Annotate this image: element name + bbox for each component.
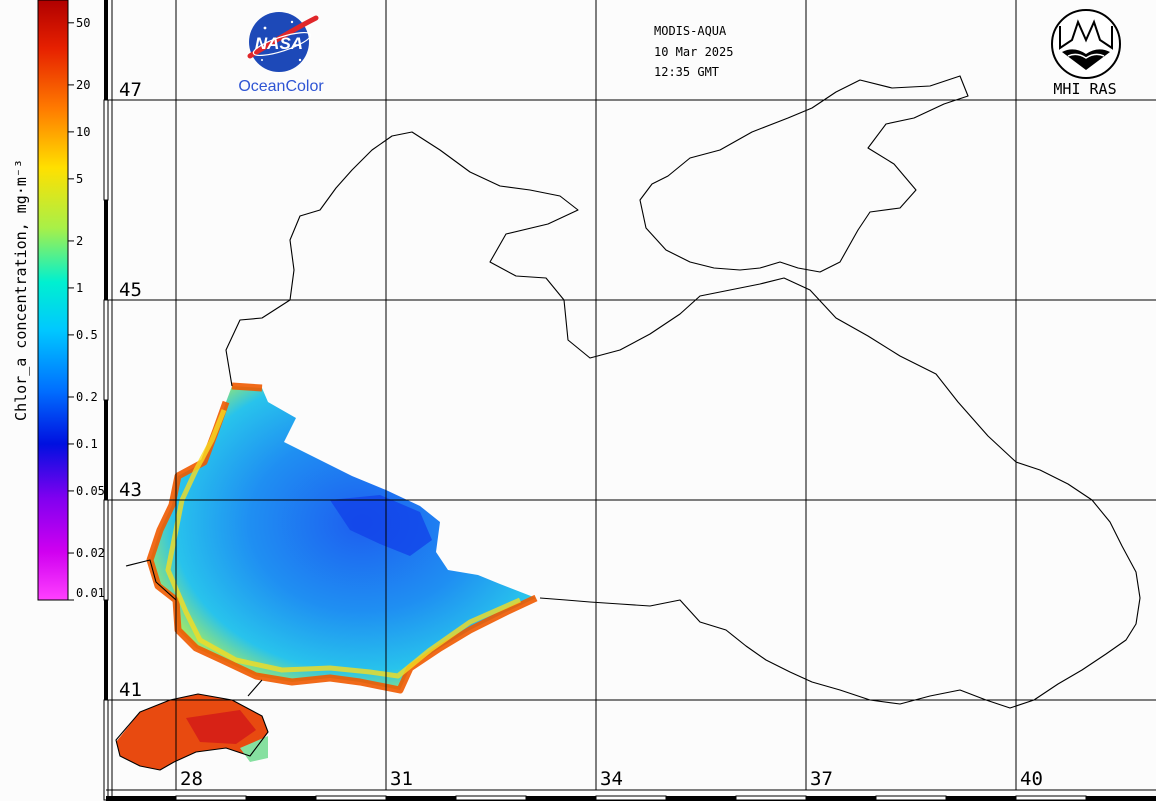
lon-label-31: 31: [390, 768, 413, 790]
chlorophyll-field: [116, 382, 538, 770]
acquisition-date: 10 Mar 2025: [654, 45, 733, 59]
colorbar-tick-label: 0.05: [76, 484, 105, 498]
chlorophyll-western-basin: [150, 386, 536, 690]
mhi-ras-logo: MHI RAS: [1051, 9, 1121, 98]
colorbar-gradient: [37, 0, 69, 601]
frame-left-scale: [103, 0, 113, 801]
lat-label-43: 43: [119, 479, 142, 501]
colorbar-tick-label: 5: [76, 172, 83, 186]
colorbar-ticks: 50 20 10 5 2 1 0.5 0.2 0.1 0.05 0.02 0.01: [68, 16, 105, 601]
lon-label-40: 40: [1020, 768, 1043, 790]
colorbar-tick-label: 20: [76, 78, 90, 92]
coastline-azov: [639, 75, 969, 273]
oceancolor-caption: OceanColor: [238, 78, 324, 95]
chlorophyll-coastal-rim-inner: [165, 409, 522, 679]
nasa-logo: NASA OceanColor: [238, 12, 324, 95]
chlorophyll-coastal-rim: [146, 382, 538, 694]
header-info: MODIS-AQUA 10 Mar 2025 12:35 GMT: [654, 24, 733, 79]
colorbar-title: Chlor_a concentration, mg·m⁻³: [12, 159, 30, 421]
lat-label-45: 45: [119, 279, 142, 301]
lon-label-37: 37: [810, 768, 833, 790]
colorbar-tick-label: 10: [76, 125, 90, 139]
sensor-name: MODIS-AQUA: [654, 24, 727, 38]
coastline-main: [125, 131, 1141, 709]
coastline-marmara: [115, 693, 269, 771]
colorbar-tick-label: 2: [76, 234, 83, 248]
colorbar-tick-label: 0.2: [76, 390, 98, 404]
lon-label-28: 28: [180, 768, 203, 790]
frame-bottom-scale: [106, 789, 1156, 801]
latitude-labels: 47 45 43 41: [119, 79, 142, 701]
lat-label-47: 47: [119, 79, 142, 101]
colorbar: 50 20 10 5 2 1 0.5 0.2 0.1 0.05 0.02 0.01 Chlor_a c…: [12, 0, 105, 601]
colorbar-tick-label: 0.02: [76, 546, 105, 560]
colorbar-tick-label: 1: [76, 281, 83, 295]
acquisition-time: 12:35 GMT: [654, 65, 719, 79]
nasa-logo-text: NASA: [255, 34, 303, 53]
colorbar-tick-label: 0.1: [76, 437, 98, 451]
lat-label-41: 41: [119, 679, 142, 701]
graticule: [106, 0, 1156, 790]
longitude-labels: 28 31 34 37 40: [180, 768, 1043, 790]
colorbar-tick-label: 50: [76, 16, 90, 30]
chlorophyll-blue-patch: [330, 495, 432, 556]
coastline: [115, 75, 1141, 771]
colorbar-tick-label: 0.5: [76, 328, 98, 342]
lon-label-34: 34: [600, 768, 623, 790]
colorbar-tick-label: 0.01: [76, 586, 105, 600]
mhi-ras-caption: MHI RAS: [1053, 80, 1116, 98]
